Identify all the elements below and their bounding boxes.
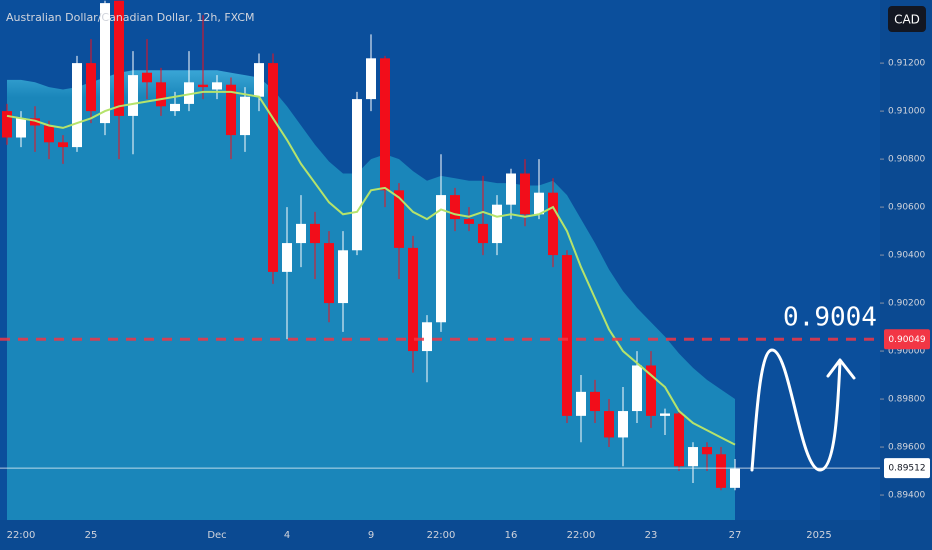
candle-body xyxy=(380,58,390,191)
drawn-arrow xyxy=(750,348,856,472)
x-tick-label: 22:00 xyxy=(567,530,596,541)
candle-body xyxy=(492,204,502,244)
candle-body xyxy=(44,125,54,143)
currency-button[interactable] xyxy=(888,6,926,32)
candle-body xyxy=(128,75,138,116)
candle-body xyxy=(324,243,334,304)
candle-body xyxy=(226,84,236,136)
candle-body xyxy=(618,411,628,438)
y-tick-label: 0.89800 xyxy=(888,395,925,405)
candle-body xyxy=(254,63,264,97)
y-tick-label: 0.90400 xyxy=(888,251,925,261)
candle-body xyxy=(240,96,250,136)
price-label-box xyxy=(884,329,930,350)
candle-body xyxy=(184,82,194,104)
candle-body xyxy=(352,99,362,251)
x-tick-label: 27 xyxy=(729,530,742,541)
price-label: 0.89512 xyxy=(888,464,925,474)
candle-body xyxy=(646,365,656,416)
candle-body xyxy=(170,103,180,112)
candle-body xyxy=(268,63,278,272)
y-tick-label: 0.90800 xyxy=(888,155,925,165)
candle-body xyxy=(408,247,418,352)
x-tick-label: 23 xyxy=(645,530,658,541)
candle-body xyxy=(716,454,726,488)
candle-body xyxy=(688,447,698,467)
candle-body xyxy=(212,82,222,90)
time-axis xyxy=(0,520,880,550)
candle-body xyxy=(296,223,306,244)
candle-body xyxy=(394,190,404,248)
y-tick-label: 0.90200 xyxy=(888,299,925,309)
candle-body xyxy=(282,243,292,272)
price-label-box xyxy=(884,458,930,479)
candle-body xyxy=(632,365,642,412)
price-label: 0.90049 xyxy=(888,335,925,345)
plot-area xyxy=(0,0,880,521)
candle-body xyxy=(520,173,530,215)
candle-body xyxy=(506,173,516,205)
candle-body xyxy=(100,3,110,124)
y-tick-label: 0.89400 xyxy=(888,491,925,501)
y-tick-label: 0.91200 xyxy=(888,59,925,69)
candle-body xyxy=(310,223,320,244)
candle-body xyxy=(464,219,474,224)
candle-body xyxy=(338,250,348,304)
candle-body xyxy=(576,391,586,416)
candle-body xyxy=(58,142,68,148)
chart-title: Australian Dollar/Canadian Dollar, 12h, … xyxy=(6,11,255,24)
candle-body xyxy=(674,413,684,467)
candle-body xyxy=(86,63,96,112)
currency-label: CAD xyxy=(894,13,920,27)
candle-body xyxy=(730,468,740,488)
candle-body xyxy=(422,322,432,352)
candle-body xyxy=(366,58,376,100)
y-tick-label: 0.90600 xyxy=(888,203,925,213)
y-tick-label: 0.91000 xyxy=(888,107,925,117)
candle-body xyxy=(436,195,446,323)
candle-body xyxy=(16,118,26,138)
candle-body xyxy=(604,411,614,438)
candle-body xyxy=(590,391,600,412)
candle-body xyxy=(114,0,124,116)
y-tick-label: 0.90000 xyxy=(888,347,925,357)
moving-average xyxy=(6,90,736,446)
x-tick-label: 16 xyxy=(505,530,518,541)
candle-body xyxy=(142,72,152,83)
annotation: 0.9004 xyxy=(783,303,877,333)
x-tick-label: 4 xyxy=(284,530,290,541)
candle-body xyxy=(548,192,558,256)
x-tick-label: 25 xyxy=(85,530,98,541)
y-tick-label: 0.89600 xyxy=(888,443,925,453)
candle-body xyxy=(30,118,40,126)
candle-body xyxy=(478,223,488,244)
x-tick-label: 22:00 xyxy=(7,530,36,541)
candle-body xyxy=(450,195,460,220)
candle-body xyxy=(198,84,208,88)
candle-body xyxy=(562,255,572,416)
candle-body xyxy=(534,192,544,215)
candle-body xyxy=(702,447,712,455)
candle-body xyxy=(72,63,82,148)
x-tick-label: 2025 xyxy=(806,530,831,541)
candle-body xyxy=(156,82,166,107)
candle-body xyxy=(660,413,670,416)
x-tick-label: 9 xyxy=(368,530,374,541)
candle-body xyxy=(2,111,12,138)
x-tick-label: 22:00 xyxy=(427,530,456,541)
x-tick-label: Dec xyxy=(207,530,226,541)
